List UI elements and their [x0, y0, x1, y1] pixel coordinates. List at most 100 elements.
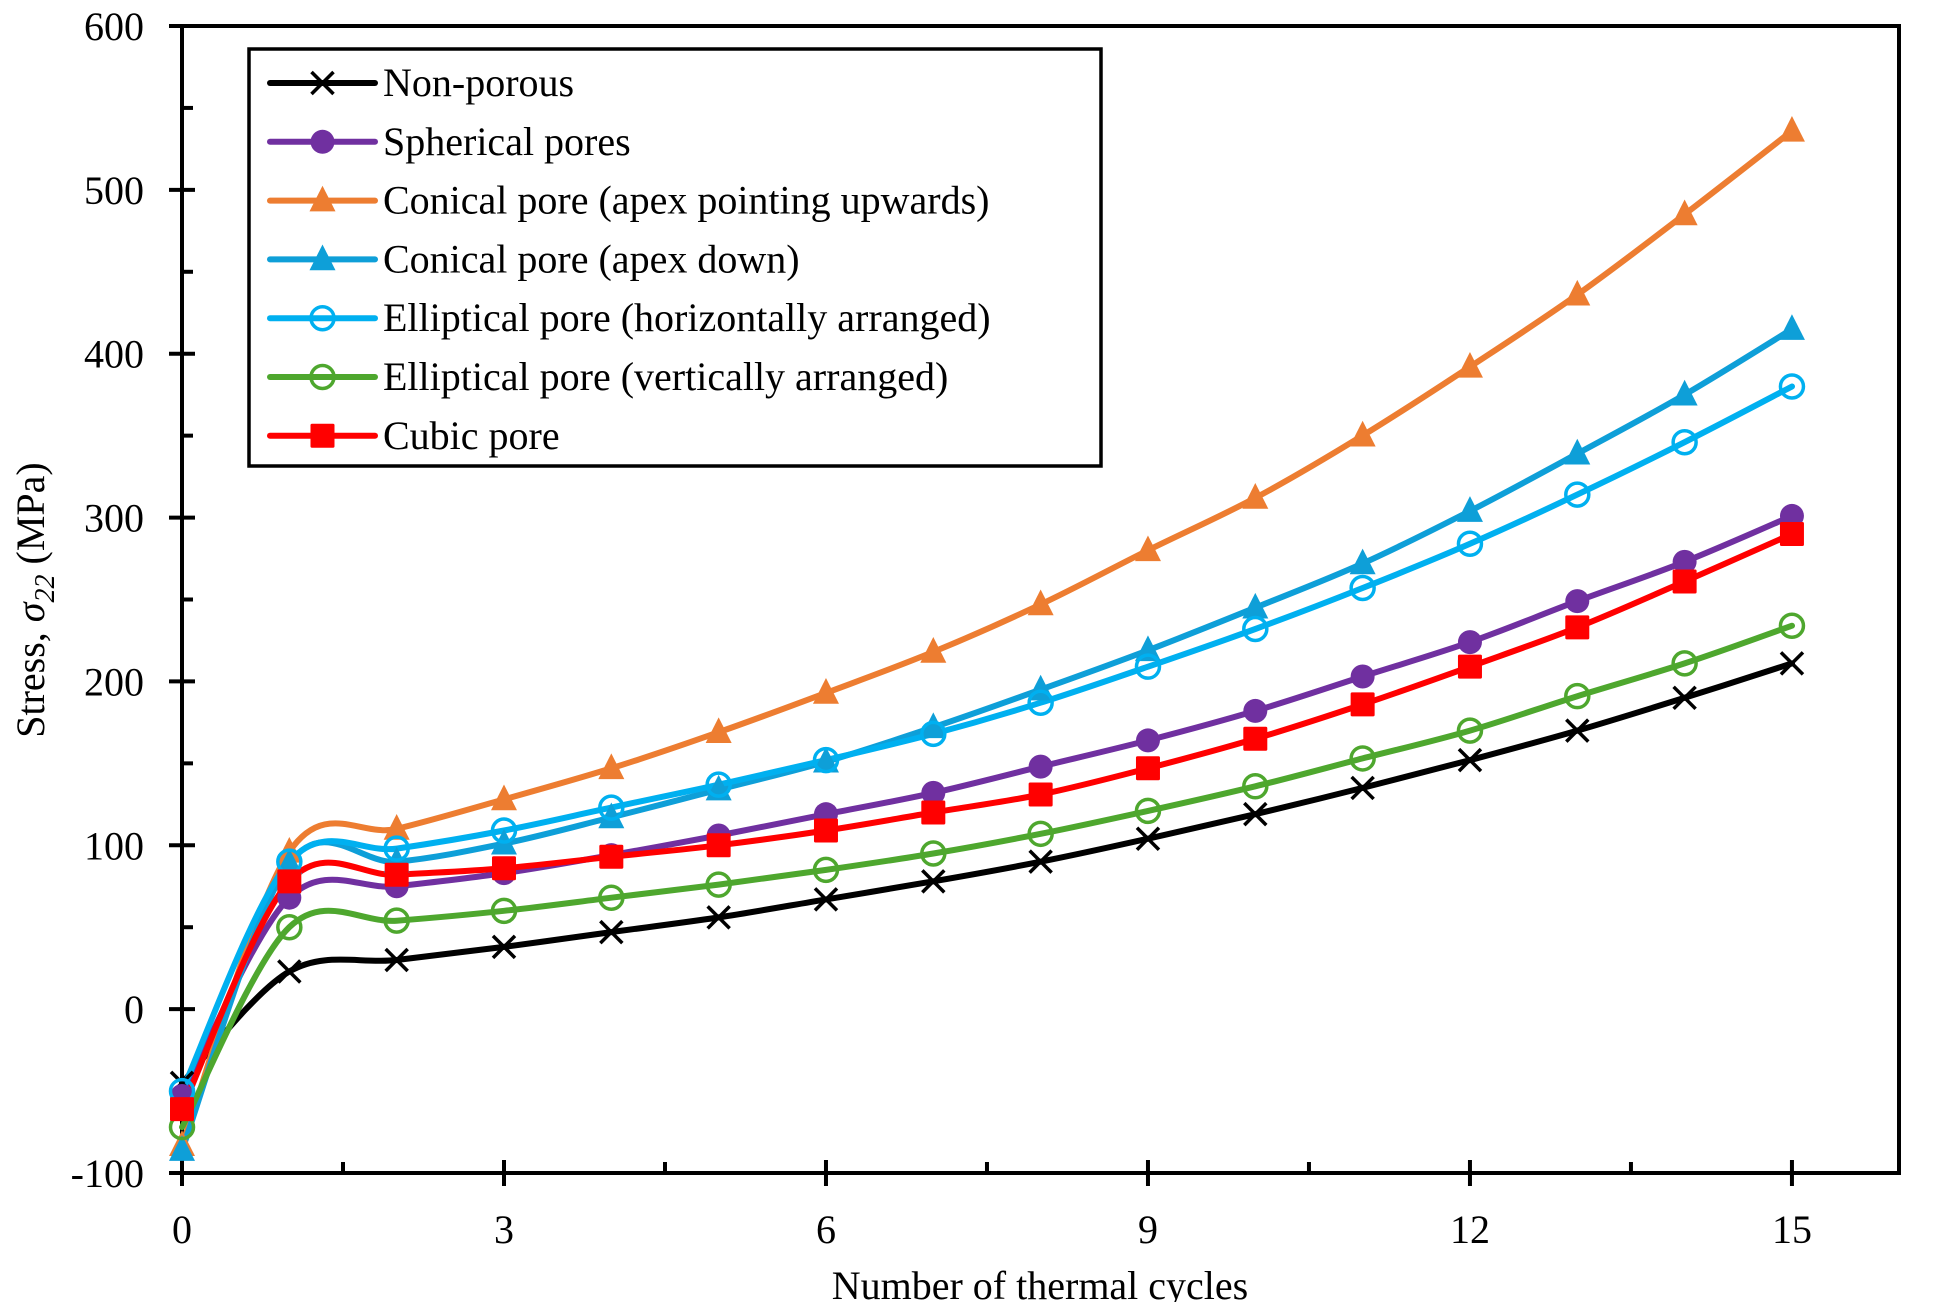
data-point-non-porous — [1350, 775, 1375, 801]
series-markers-non-porous — [169, 651, 1805, 1096]
data-point-elliptical-pore-horizontally-arranged — [490, 817, 518, 844]
data-point-conical-pore-apex-pointing-upwards — [705, 717, 732, 744]
data-point-cubic-pore — [921, 800, 946, 825]
data-point-conical-pore-apex-down — [598, 802, 625, 829]
data-point-conical-pore-apex-pointing-upwards — [490, 784, 517, 811]
data-point-spherical-pores — [1457, 630, 1482, 655]
legend-label: Elliptical pore (horizontally arranged) — [383, 295, 991, 340]
data-point-non-porous — [1457, 747, 1483, 773]
y-axis-ticks: -100 0 100 200 300 400 500 600 — [71, 4, 195, 1196]
data-point-non-porous — [491, 934, 517, 960]
data-point-elliptical-pore-horizontally-arranged — [383, 835, 410, 862]
legend-label: Elliptical pore (vertically arranged) — [383, 354, 948, 399]
data-point-cubic-pore — [491, 856, 516, 881]
legend-item: Conical pore (apex pointing upwards) — [267, 178, 990, 223]
data-point-conical-pore-apex-down — [812, 746, 839, 773]
data-point-conical-pore-apex-pointing-upwards — [598, 753, 625, 780]
data-point-elliptical-pore-vertically-arranged — [1027, 820, 1054, 848]
data-point-cubic-pore — [1565, 615, 1590, 640]
data-point-conical-pore-apex-pointing-upwards — [1778, 115, 1805, 142]
data-point-elliptical-pore-horizontally-arranged — [1242, 615, 1269, 643]
data-point-elliptical-pore-horizontally-arranged — [1778, 373, 1806, 400]
data-point-conical-pore-apex-down — [169, 1135, 195, 1161]
data-point-non-porous — [813, 887, 839, 912]
data-point-non-porous — [1565, 718, 1590, 743]
data-point-cubic-pore — [1243, 726, 1268, 751]
y-tick-label: 600 — [84, 4, 144, 49]
data-point-conical-pore-apex-down — [1134, 635, 1161, 662]
data-point-elliptical-pore-vertically-arranged — [1242, 773, 1269, 800]
data-point-conical-pore-apex-pointing-upwards — [1242, 483, 1269, 509]
data-point-elliptical-pore-vertically-arranged — [490, 897, 518, 925]
y-axis-title-subscript: 22 — [30, 574, 61, 602]
data-point-elliptical-pore-horizontally-arranged — [1564, 481, 1591, 508]
data-point-conical-pore-apex-down — [1564, 438, 1591, 465]
data-point-elliptical-pore-vertically-arranged — [276, 913, 303, 941]
legend-item: Conical pore (apex down) — [267, 236, 800, 281]
y-axis-title-suffix: (MPa) — [8, 462, 53, 574]
data-point-spherical-pores — [1672, 549, 1697, 574]
legend-item: Cubic pore — [267, 413, 560, 458]
x-axis-title: Number of thermal cycles — [832, 1263, 1249, 1302]
data-point-conical-pore-apex-down — [920, 712, 947, 739]
data-point-conical-pore-apex-pointing-upwards — [1027, 589, 1054, 616]
data-point-non-porous — [1672, 685, 1697, 711]
data-point-elliptical-pore-horizontally-arranged — [598, 794, 625, 821]
data-point-non-porous — [921, 869, 946, 894]
legend-items: Non-porous Spherical pores Conical pore (a… — [267, 60, 991, 458]
data-point-conical-pore-apex-pointing-upwards — [1349, 420, 1376, 447]
data-point-conical-pore-apex-pointing-upwards — [383, 814, 410, 840]
data-point-cubic-pore — [813, 818, 838, 843]
data-point-non-porous — [1779, 651, 1805, 676]
data-point-conical-pore-apex-pointing-upwards — [1564, 279, 1591, 306]
data-point-spherical-pores — [921, 780, 946, 805]
y-tick-label: 100 — [84, 823, 144, 868]
data-point-cubic-pore — [1028, 782, 1053, 807]
series-markers-cubic-pore — [170, 521, 1804, 1122]
legend-marker-open-circle — [309, 363, 336, 391]
legend-label: Conical pore (apex down) — [383, 236, 800, 281]
data-point-spherical-pores — [1243, 698, 1268, 723]
legend-marker-x — [310, 70, 335, 96]
data-point-elliptical-pore-horizontally-arranged — [1134, 653, 1162, 680]
series-markers — [168, 115, 1806, 1161]
data-point-elliptical-pore-vertically-arranged — [598, 884, 625, 911]
legend-label: Cubic pore — [383, 413, 560, 458]
data-point-elliptical-pore-horizontally-arranged — [1349, 574, 1376, 602]
data-point-conical-pore-apex-down — [1778, 314, 1805, 340]
data-point-cubic-pore — [1779, 521, 1804, 546]
data-point-spherical-pores — [1350, 664, 1375, 689]
y-axis-title: Stress, σ22 (MPa) — [8, 462, 61, 738]
data-point-conical-pore-apex-down — [1349, 548, 1376, 575]
data-point-elliptical-pore-vertically-arranged — [1349, 745, 1376, 772]
legend-item: Spherical pores — [267, 119, 631, 164]
data-point-elliptical-pore-vertically-arranged — [383, 907, 410, 934]
legend-label: Spherical pores — [383, 119, 631, 164]
x-tick-label: 6 — [816, 1207, 836, 1252]
y-axis-title-prefix: Stress, — [8, 622, 53, 738]
legend-item: Elliptical pore (horizontally arranged) — [267, 295, 991, 340]
y-tick-label: 300 — [84, 496, 144, 541]
legend: Non-porous Spherical pores Conical pore (a… — [247, 47, 1103, 468]
data-point-elliptical-pore-vertically-arranged — [705, 871, 732, 898]
data-point-elliptical-pore-vertically-arranged — [812, 856, 840, 884]
data-point-cubic-pore — [1672, 569, 1697, 594]
legend-marker-filled-triangle — [309, 185, 336, 212]
data-point-spherical-pores — [1135, 728, 1160, 753]
data-point-conical-pore-apex-pointing-upwards — [1134, 535, 1161, 562]
series-line-elliptical-pore-vertically-arranged — [179, 622, 1795, 1131]
data-point-conical-pore-apex-down — [1671, 379, 1698, 406]
data-point-cubic-pore — [170, 1097, 194, 1122]
series-line-non-porous — [179, 660, 1795, 1086]
data-point-elliptical-pore-horizontally-arranged — [1671, 428, 1698, 456]
data-point-spherical-pores — [1028, 754, 1053, 779]
legend-label: Conical pore (apex pointing upwards) — [383, 178, 990, 223]
axes: -100 0 100 200 300 400 500 600 0 3 6 9 12 15 — [71, 4, 1901, 1252]
data-point-elliptical-pore-vertically-arranged — [1456, 717, 1484, 744]
data-point-cubic-pore — [277, 869, 302, 894]
y-tick-label: 200 — [84, 659, 144, 704]
data-point-cubic-pore — [1457, 654, 1482, 679]
x-tick-label: 3 — [494, 1207, 514, 1252]
data-point-non-porous — [706, 905, 731, 930]
